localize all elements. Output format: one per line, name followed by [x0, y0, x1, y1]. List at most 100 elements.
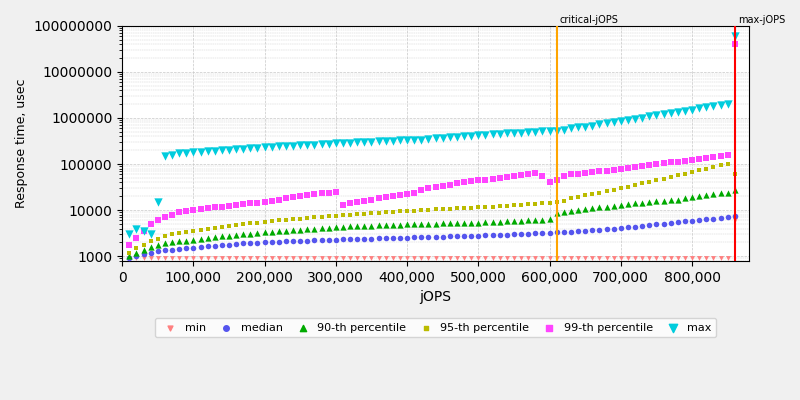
Text: critical-jOPS: critical-jOPS [559, 15, 618, 25]
min [144, 255, 157, 262]
median [728, 213, 741, 219]
max [315, 141, 328, 147]
90-th percentile [301, 226, 314, 232]
95-th percentile [707, 164, 720, 170]
99-th percentile [636, 163, 649, 169]
max [244, 145, 257, 152]
min [180, 255, 193, 262]
median [501, 232, 514, 238]
max [130, 225, 142, 232]
max [671, 109, 684, 115]
max [686, 106, 698, 113]
90-th percentile [330, 224, 342, 230]
max [294, 142, 306, 148]
median [565, 229, 578, 235]
99-th percentile [123, 241, 136, 248]
99-th percentile [308, 191, 321, 198]
99-th percentile [273, 196, 286, 203]
90-th percentile [351, 223, 364, 229]
max [586, 122, 598, 129]
90-th percentile [693, 193, 706, 200]
min [507, 255, 520, 262]
95-th percentile [607, 186, 620, 193]
median [707, 215, 720, 222]
min [422, 255, 435, 262]
max [436, 135, 449, 141]
99-th percentile [686, 156, 698, 163]
median [379, 235, 392, 242]
99-th percentile [386, 193, 399, 200]
max [337, 140, 350, 146]
99-th percentile [643, 162, 656, 168]
median [722, 214, 734, 220]
90-th percentile [722, 190, 734, 196]
95-th percentile [258, 219, 271, 225]
median [330, 236, 342, 243]
90-th percentile [443, 220, 456, 226]
90-th percentile [494, 219, 506, 225]
90-th percentile [686, 194, 698, 200]
99-th percentile [522, 171, 534, 177]
99-th percentile [365, 196, 378, 203]
min [479, 255, 492, 262]
max [173, 150, 186, 157]
max [728, 33, 741, 39]
min [486, 255, 499, 262]
median [244, 240, 257, 246]
max [465, 132, 478, 139]
median [678, 218, 691, 225]
median [443, 233, 456, 240]
99-th percentile [657, 160, 670, 167]
min [494, 255, 506, 262]
median [208, 242, 221, 249]
min [123, 255, 136, 262]
95-th percentile [486, 203, 499, 210]
90-th percentile [194, 236, 207, 242]
95-th percentile [144, 238, 157, 245]
min [650, 255, 663, 262]
median [458, 233, 470, 239]
max [208, 148, 221, 154]
90-th percentile [636, 200, 649, 206]
min [543, 255, 556, 262]
min [465, 255, 478, 262]
99-th percentile [294, 193, 306, 200]
max [622, 116, 634, 123]
90-th percentile [273, 228, 286, 234]
90-th percentile [507, 218, 520, 224]
min [722, 255, 734, 262]
99-th percentile [222, 202, 235, 209]
max [286, 142, 299, 149]
95-th percentile [158, 233, 171, 240]
99-th percentile [543, 179, 556, 186]
min [678, 255, 691, 262]
median [422, 234, 435, 240]
max [650, 112, 663, 118]
99-th percentile [536, 173, 549, 179]
max [678, 108, 691, 114]
max [458, 133, 470, 140]
min [194, 255, 207, 262]
99-th percentile [529, 170, 542, 176]
99-th percentile [486, 176, 499, 182]
95-th percentile [479, 204, 492, 210]
min [322, 255, 335, 262]
max [450, 134, 463, 140]
90-th percentile [529, 217, 542, 223]
max [266, 144, 278, 150]
95-th percentile [671, 172, 684, 178]
max [636, 114, 649, 121]
median [372, 235, 385, 242]
95-th percentile [358, 210, 370, 217]
99-th percentile [586, 168, 598, 175]
95-th percentile [657, 176, 670, 182]
min [614, 255, 627, 262]
median [693, 217, 706, 223]
99-th percentile [700, 155, 713, 161]
95-th percentile [614, 185, 627, 191]
99-th percentile [344, 200, 357, 207]
median [643, 222, 656, 228]
max [707, 103, 720, 109]
95-th percentile [578, 192, 591, 198]
median [465, 233, 478, 239]
